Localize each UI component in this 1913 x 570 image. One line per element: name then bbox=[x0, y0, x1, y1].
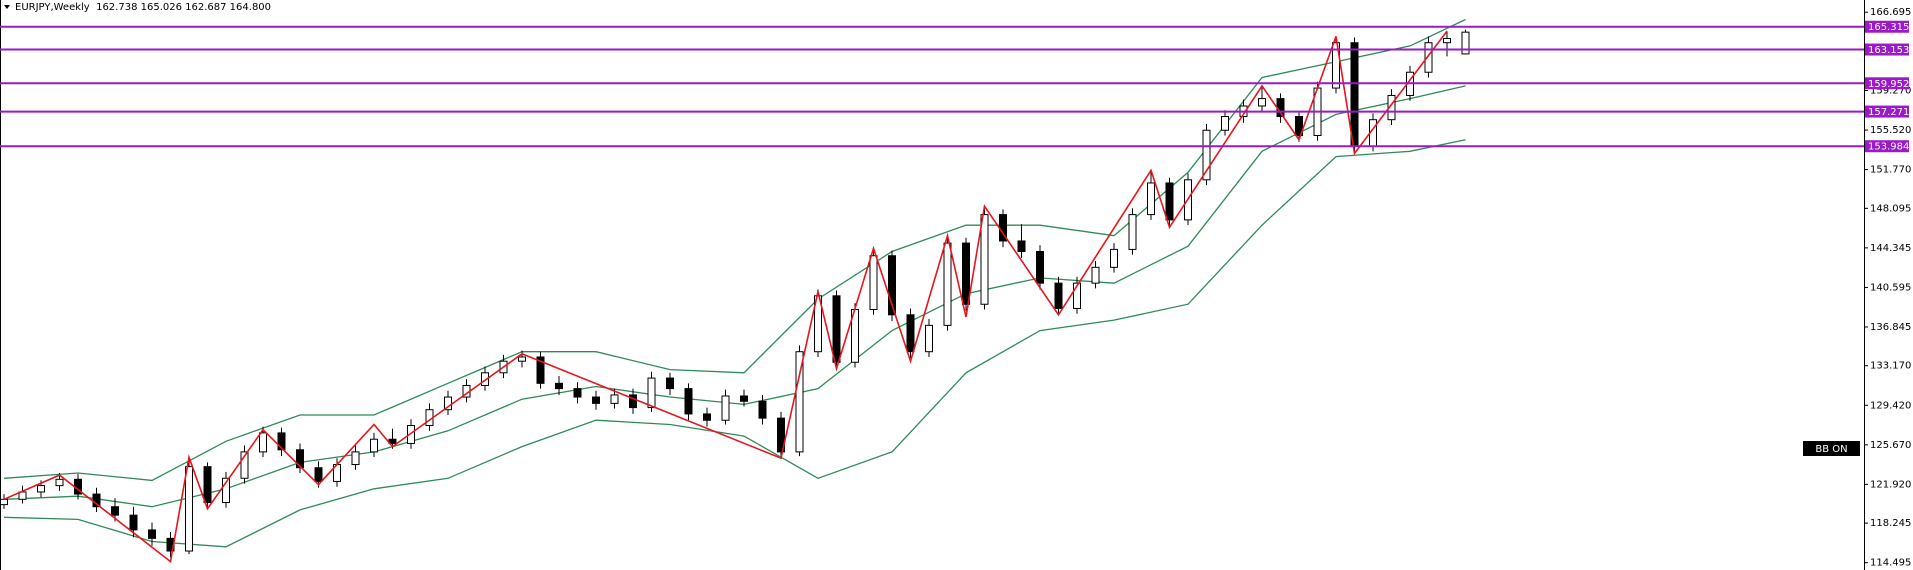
level-label-box bbox=[1865, 77, 1909, 90]
candle-body bbox=[0, 498, 8, 506]
candle-body bbox=[795, 351, 804, 453]
candle-body bbox=[980, 214, 989, 305]
candle-body bbox=[610, 394, 619, 404]
zigzag bbox=[3, 30, 1448, 564]
y-tick-label: 159.270 bbox=[1870, 85, 1911, 96]
chart-title: EURJPY,Weekly 162.738 165.026 162.687 16… bbox=[15, 2, 271, 13]
candle-body bbox=[1332, 42, 1340, 89]
candle-body bbox=[370, 438, 378, 453]
candle-body bbox=[666, 377, 674, 390]
level-label: 157.271 bbox=[1868, 107, 1909, 118]
candle-body bbox=[888, 255, 896, 316]
candle-body bbox=[1258, 98, 1266, 107]
candle-body bbox=[1147, 182, 1155, 216]
candle-body bbox=[407, 425, 415, 444]
candle-body bbox=[222, 477, 230, 504]
candle-body bbox=[1128, 214, 1137, 250]
level-label-box bbox=[1865, 105, 1909, 118]
candle-body bbox=[1387, 94, 1396, 121]
candle-body bbox=[259, 432, 267, 453]
candle-body bbox=[573, 388, 582, 398]
y-tick-label: 136.845 bbox=[1870, 322, 1911, 333]
y-tick-label: 129.420 bbox=[1870, 400, 1911, 411]
candle-body bbox=[518, 356, 526, 362]
candle-body bbox=[55, 478, 64, 487]
y-tick-label: 144.345 bbox=[1870, 243, 1911, 254]
y-tick-label: 166.695 bbox=[1870, 7, 1911, 18]
candle-body bbox=[721, 395, 730, 421]
candle-body bbox=[1443, 37, 1451, 44]
candle-body bbox=[1350, 42, 1359, 147]
y-tick-label: 114.495 bbox=[1870, 558, 1911, 569]
candle-body bbox=[629, 394, 637, 409]
candle-body bbox=[1461, 31, 1470, 55]
bollinger-upper bbox=[3, 18, 1466, 482]
candle-body bbox=[943, 242, 952, 326]
candle-body bbox=[962, 242, 970, 305]
candle-body bbox=[758, 400, 767, 419]
candle-body bbox=[869, 255, 878, 311]
badge-label: BB ON bbox=[1815, 444, 1847, 455]
candle-body bbox=[925, 324, 933, 353]
candle-body bbox=[555, 382, 563, 390]
candle-body bbox=[240, 451, 249, 479]
level-label-box bbox=[1865, 140, 1909, 153]
candle-body bbox=[481, 372, 489, 386]
candle-body bbox=[906, 314, 915, 353]
level-label-box bbox=[1865, 20, 1909, 33]
candle-body bbox=[777, 417, 785, 453]
y-tick-label: 140.595 bbox=[1870, 282, 1911, 293]
candle-body bbox=[203, 466, 212, 504]
level-label: 165.315 bbox=[1868, 22, 1909, 33]
y-tick-label: 151.770 bbox=[1870, 165, 1911, 176]
y-tick-label: 121.920 bbox=[1870, 479, 1911, 490]
y-tick-label: 125.670 bbox=[1870, 440, 1911, 451]
level-label: 163.153 bbox=[1868, 45, 1909, 56]
candle-body bbox=[111, 506, 119, 516]
candle-body bbox=[536, 356, 545, 384]
candle-body bbox=[1017, 240, 1026, 253]
menu-triangle bbox=[4, 5, 10, 9]
candle-body bbox=[129, 514, 138, 531]
candle-body bbox=[1202, 129, 1211, 181]
candle-body bbox=[647, 377, 656, 409]
candle-body bbox=[37, 485, 45, 493]
level-label-box bbox=[1865, 43, 1909, 56]
candle-body bbox=[1221, 116, 1229, 131]
candle-body bbox=[684, 388, 693, 415]
y-tick-label: 148.095 bbox=[1870, 203, 1911, 214]
candle-body bbox=[1091, 266, 1100, 284]
candle-body bbox=[1054, 282, 1063, 309]
candle-body bbox=[703, 413, 711, 421]
candle-body bbox=[277, 432, 286, 451]
y-tick-label: 133.170 bbox=[1870, 361, 1911, 372]
candle-body bbox=[1036, 251, 1044, 284]
candle-body bbox=[1295, 116, 1303, 137]
candle-body bbox=[1165, 182, 1174, 221]
candle-body bbox=[148, 529, 156, 539]
candle-body bbox=[296, 449, 304, 469]
candle-body bbox=[592, 396, 600, 404]
candle-body bbox=[1073, 282, 1081, 309]
level-label: 153.984 bbox=[1868, 142, 1909, 153]
candle-body bbox=[740, 395, 748, 402]
candle-body bbox=[1110, 248, 1118, 268]
candle-body bbox=[1424, 42, 1433, 73]
candle-body bbox=[814, 295, 822, 353]
level-label: 159.952 bbox=[1868, 79, 1909, 90]
candle-body bbox=[832, 295, 841, 363]
candle-body bbox=[351, 451, 360, 466]
badge-box bbox=[1803, 441, 1860, 456]
candle-body bbox=[314, 467, 323, 482]
bollinger-lower bbox=[3, 139, 1466, 548]
candle-body bbox=[185, 466, 193, 552]
y-tick-label: 155.520 bbox=[1870, 125, 1911, 136]
y-tick-label: 118.245 bbox=[1870, 518, 1911, 529]
